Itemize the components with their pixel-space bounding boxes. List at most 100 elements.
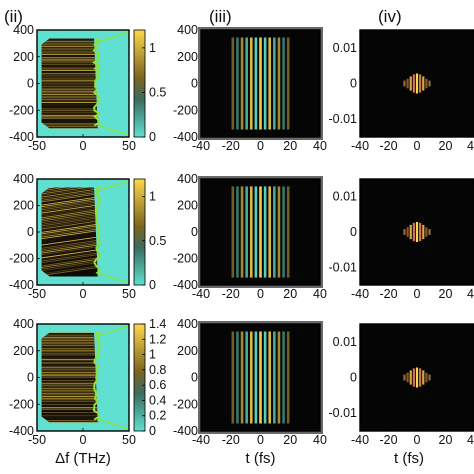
x-tick-label: 20 [283,139,297,153]
pulse-fringe [403,374,406,381]
y-tick-label: 400 [177,317,198,331]
pulse-fringe [406,227,409,237]
y-tick-label: 0 [350,371,357,385]
fringe-band [263,37,267,130]
fringe-band [240,186,244,278]
y-tick-label: -200 [173,103,198,117]
panel-label-iii: (iii) [209,7,232,26]
fringe-band [273,331,276,424]
spectral-streaks [41,332,98,423]
fringe-band [249,37,253,130]
pulse-fringe [419,368,422,387]
y-tick-label: -200 [9,397,34,411]
fringe-band [277,331,281,424]
fringe-band [254,37,258,130]
pulse-blob [403,73,431,94]
pulse-fringe [415,73,419,94]
fringe-band [259,186,262,278]
pulse-fringe [409,76,412,91]
edge-traces [91,31,130,136]
pulse-fringe [425,372,428,383]
y-axis: 0.01 0 -0.01 [329,190,363,274]
y-tick-label: 200 [13,199,34,213]
y-tick-label: -400 [9,424,34,438]
y-axis: 0.01 0 -0.01 [329,335,363,420]
panel-iv-row3: 0.01 0 -0.01 -40 -20 0 20 40 t (fs) [329,323,474,467]
x-tick-label: 50 [122,139,136,153]
fringe-band [249,186,253,278]
y-axis: 400 200 0 -200 -400 [173,172,204,292]
colorbar-tick-label: 0.2 [149,409,166,423]
colorbar-tick-label: 0 [149,424,156,438]
x-tick-label: -40 [192,287,210,301]
y-tick-label: 0.01 [333,41,357,55]
y-tick-label: 0 [191,77,198,91]
colorbar-tick-label: 0 [149,278,156,292]
x-tick-label: 0 [257,139,264,153]
y-tick-label: 0 [191,371,198,385]
x-axis-label: Δf (THz) [55,450,111,467]
colorbar-tick-label: 0.5 [149,85,166,99]
pulse-fringe [422,370,425,385]
fringe-band [245,37,248,130]
y-tick-label: 0 [191,225,198,239]
x-tick-label: -40 [351,433,369,447]
colorbar-tick-label: 0.8 [149,363,166,377]
fringe-band [259,331,262,424]
fringe-band [268,37,272,130]
y-tick-label: 200 [177,199,198,213]
fringe-band [249,331,253,424]
spectral-streaks [41,187,98,276]
x-axis: -40 -20 0 20 40 [351,134,474,153]
x-tick-label: 20 [283,433,297,447]
x-axis: -40 -20 0 20 40 [351,282,474,301]
y-tick-label: -200 [9,103,34,117]
x-axis-label: t (fs) [394,450,424,467]
colorbar-tick-label: 1.4 [149,317,166,331]
x-tick-label: 0 [257,287,264,301]
interference-fringes [231,37,290,130]
fringe-band [240,331,244,424]
x-tick-label: 40 [313,139,327,153]
y-tick-label: 0.01 [333,335,357,349]
y-tick-label: -0.01 [329,406,358,420]
x-tick-label: 40 [313,287,327,301]
panel-iv-row2: 0.01 0 -0.01 -40 -20 0 20 40 [329,178,474,301]
fringe-band [231,37,235,130]
fringe-band [254,331,258,424]
colorbar-tick-label: 1.2 [149,332,166,346]
y-tick-label: -400 [173,278,198,292]
pulse-fringe [428,374,431,381]
fringe-band [282,186,285,278]
y-tick-label: 0 [27,371,34,385]
pulse-fringe [428,229,431,235]
x-axis: -40 -20 0 20 40 [351,428,474,447]
x-tick-label: 40 [467,287,474,301]
x-tick-label: -40 [351,287,369,301]
colorbar: 1.41.2 10.80.60.4 0.20 [133,317,166,438]
colorbar-tick-label: 1 [149,41,156,55]
pulse-fringe [409,224,412,240]
y-tick-label: 400 [177,172,198,186]
colorbar-tick-label: 0.5 [149,234,166,248]
edge-traces [92,325,130,430]
y-tick-label: -400 [9,278,34,292]
fringe-band [286,37,290,130]
x-axis: -50 0 50 [28,428,136,447]
fringe-band [231,331,235,424]
x-tick-label: 0 [414,433,421,447]
fringe-band [282,37,285,130]
y-tick-label: 400 [13,172,34,186]
pulse-blob [403,222,431,242]
x-tick-label: 0 [257,433,264,447]
colorbar: 10.50 [133,178,166,292]
pulse-fringe [412,368,415,387]
fringe-band [277,37,281,130]
spectral-streaks [41,38,98,129]
pulse-fringe [415,367,419,388]
fringe-band [245,331,248,424]
